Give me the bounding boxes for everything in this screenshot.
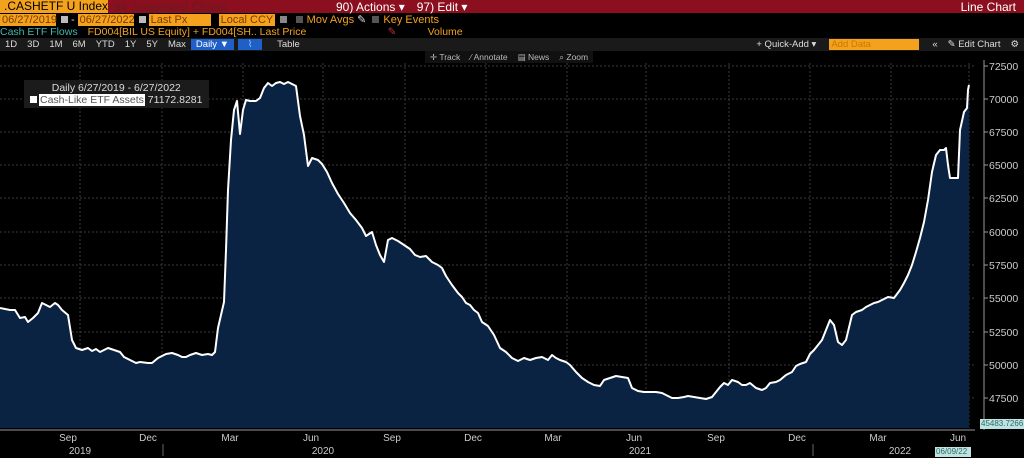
period-1d[interactable]: 1D (5, 39, 18, 50)
price-field-select[interactable]: Last Px (148, 13, 211, 26)
pen-icon: ✎ (387, 26, 397, 38)
edit-menu[interactable]: 97) Edit ▾ (416, 0, 468, 14)
period-1m[interactable]: 1M (49, 39, 63, 50)
svg-text:Jun: Jun (626, 433, 642, 444)
mov-avgs-label: Mov Avgs (306, 13, 355, 26)
pencil-icon[interactable]: ✎ (357, 14, 367, 26)
svg-text:62500: 62500 (989, 193, 1018, 205)
svg-text:2022: 2022 (889, 446, 912, 457)
key-events-label: Key Events (383, 13, 440, 26)
chart-toolbar: 1D 3D 1M 6M YTD 1Y 5Y Max Daily ▼ ⌇ Tabl… (0, 38, 1024, 51)
y-axis-labels: 72500 70000 67500 65000 62500 60000 57500 550… (989, 61, 1018, 405)
period-6m[interactable]: 6M (72, 39, 86, 50)
svg-text:Mar: Mar (544, 433, 562, 444)
last-value-badge: 45483.7266 (981, 419, 1024, 428)
actions-menu[interactable]: 90) Actions ▾ (336, 0, 405, 14)
series-color-swatch[interactable] (30, 96, 37, 103)
period-5y[interactable]: 5Y (146, 39, 158, 50)
date-badge: 06/09/22 (936, 447, 968, 456)
track-tool[interactable]: ✛ Track (430, 51, 461, 62)
area-fill (0, 82, 969, 428)
table-button[interactable]: Table (277, 39, 300, 50)
volume-label[interactable]: Volume (427, 26, 463, 38)
legend-range: Daily 6/27/2019 - 6/27/2022 (51, 82, 181, 94)
zoom-tool[interactable]: ⌕ Zoom (559, 51, 589, 62)
svg-text:52500: 52500 (989, 327, 1018, 339)
end-date-field[interactable]: 06/27/2022 (77, 13, 135, 26)
calendar-icon[interactable] (61, 16, 68, 23)
svg-text:Sep: Sep (707, 433, 725, 444)
calendar-icon[interactable] (138, 16, 146, 23)
svg-text:Sep: Sep (59, 433, 77, 444)
collapse-icon[interactable]: « (932, 39, 938, 50)
currency-select[interactable]: Local CCY (218, 13, 275, 26)
period-ytd[interactable]: YTD (95, 39, 115, 50)
svg-text:47500: 47500 (989, 393, 1018, 405)
svg-text:57500: 57500 (989, 260, 1018, 272)
chart-plot-area[interactable]: 72500 70000 67500 65000 62500 60000 57500 550… (0, 51, 1024, 458)
svg-text:67500: 67500 (989, 127, 1018, 139)
controls-row: 06/27/2019 - 06/27/2022 Last Px Local CC… (0, 13, 1024, 26)
chevron-down-icon[interactable] (279, 16, 287, 23)
svg-text:2020: 2020 (312, 446, 335, 457)
svg-text:Dec: Dec (464, 433, 482, 444)
svg-text:2019: 2019 (69, 446, 92, 457)
key-events-checkbox[interactable] (372, 16, 380, 23)
edit-chart-button[interactable]: ✎ Edit Chart (947, 39, 1001, 50)
ticker-field[interactable]: .CASHETF U Index (0, 0, 108, 13)
series-row: Cash ETF Flows FD004[BIL US Equity] + FD… (0, 26, 1024, 38)
svg-text:50000: 50000 (989, 360, 1018, 372)
svg-text:Mar: Mar (869, 433, 887, 444)
series-formula[interactable]: FD004[BIL US Equity] + FD004[SH.. Last P… (87, 26, 307, 38)
frequency-dropdown[interactable]: Daily ▼ (190, 39, 235, 50)
quick-add-button[interactable]: + Quick-Add ▾ (756, 39, 817, 50)
chart-tools: ✛ Track ⁄ Annotate ▤ News ⌕ Zoom (425, 51, 594, 63)
series-line (0, 81, 970, 400)
svg-text:Sep: Sep (383, 433, 401, 444)
period-3d[interactable]: 3D (27, 39, 40, 50)
legend-series-name[interactable]: Cash-Like ETF Assets (39, 94, 145, 106)
date-separator: - (71, 13, 75, 26)
svg-text:Dec: Dec (139, 433, 157, 444)
svg-text:Mar: Mar (221, 433, 239, 444)
title-bar: .CASHETF U Index 94 Suggested Charts 90)… (0, 0, 1024, 14)
settings-gear-icon[interactable]: ⚙ (1010, 39, 1019, 50)
add-data-input[interactable]: Add Data (829, 39, 920, 50)
svg-text:70000: 70000 (989, 94, 1018, 106)
y-axis (0, 60, 988, 431)
period-max[interactable]: Max (167, 39, 186, 50)
svg-text:Jun: Jun (950, 433, 966, 444)
view-title: Line Chart (960, 0, 1016, 14)
svg-text:2021: 2021 (629, 446, 652, 457)
start-date-field[interactable]: 06/27/2019 (0, 13, 58, 26)
legend-last-value: 71172.8281 (147, 94, 203, 106)
line-chart-icon[interactable]: ⌇ (238, 39, 263, 50)
news-tool[interactable]: ▤ News (517, 51, 550, 62)
chart-legend: Daily 6/27/2019 - 6/27/2022 Cash-Like ET… (24, 80, 209, 108)
x-axis-labels: Sep Dec Mar Jun Sep Dec Mar Jun Sep Dec Mar Jun … (59, 433, 966, 457)
chart-name: Cash ETF Flows (0, 26, 78, 38)
svg-text:55000: 55000 (989, 293, 1018, 305)
period-1y[interactable]: 1Y (124, 39, 137, 50)
svg-text:72500: 72500 (989, 61, 1018, 73)
svg-text:Jun: Jun (303, 433, 319, 444)
annotate-tool[interactable]: ⁄ Annotate (470, 52, 508, 62)
suggested-charts-button[interactable]: 94 Suggested Charts (114, 0, 227, 14)
svg-text:60000: 60000 (989, 227, 1018, 239)
svg-text:65000: 65000 (989, 160, 1018, 172)
svg-text:Dec: Dec (788, 433, 806, 444)
mov-avgs-checkbox[interactable] (295, 16, 303, 23)
